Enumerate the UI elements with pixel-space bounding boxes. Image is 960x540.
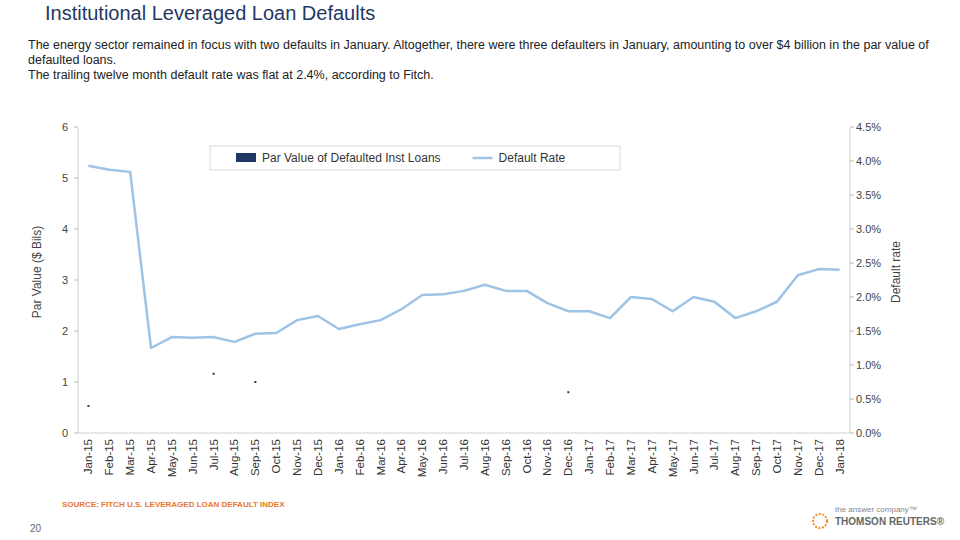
y2-tick [850,399,854,400]
legend: Par Value of Defaulted Inst Loans Default… [210,146,620,170]
source: SOURCE: FITCH U.S. LEVERAGED LOAN DEFAUL… [62,500,285,509]
x-tick-label: Jan-17 [583,439,595,474]
y2-tick [850,365,854,366]
y2-tick-label: 4.5% [856,121,881,133]
point [567,391,569,393]
x-tick-label: Feb-15 [103,439,115,475]
y-tick [74,433,78,434]
x-tick-label: Apr-15 [145,439,157,474]
x-tick-label: May-17 [667,439,679,477]
y2-tick [850,161,854,162]
y2-axis-line [850,127,851,433]
x-tick-label: Jul-16 [458,439,470,470]
legend-swatch [473,157,493,160]
x-tick-label: Dec-15 [312,439,324,476]
subtitle: The energy sector remained in focus with… [28,38,938,83]
x-tick-label: Dec-16 [562,439,574,476]
y-tick-label: 1 [62,376,68,388]
x-tick-label: May-16 [416,439,428,477]
y2-tick [850,331,854,332]
y-tick [74,331,78,332]
x-tick-label: Jul-17 [708,439,720,470]
y-tick [74,280,78,281]
x-tick-label: Dec-17 [813,439,825,476]
line-series [88,166,839,348]
point [254,381,256,383]
y-tick [74,178,78,179]
x-tick-label: Sep-17 [750,439,762,476]
y2-tick [850,195,854,196]
x-tick-label: Oct-15 [270,439,282,474]
x-tick-label: Sep-15 [249,439,261,476]
y2-tick-label: 2.0% [856,291,881,303]
page-number: 20 [30,523,42,534]
y2-tick [850,229,854,230]
y-tick [74,382,78,383]
x-tick-label: Jan-18 [834,439,846,474]
y2-tick [850,297,854,298]
x-tick-label: Jan-15 [82,439,94,474]
y-tick-label: 2 [62,325,68,337]
x-tick-label: Apr-16 [395,439,407,474]
x-tick-label: Mar-16 [375,439,387,475]
y-tick [74,127,78,128]
point [213,373,215,375]
x-tick-label: Jun-17 [688,439,700,474]
x-tick-label: Aug-16 [479,439,491,476]
x-tick-label: Feb-17 [604,439,616,475]
x-tick-label: May-15 [166,439,178,477]
legend-box [210,146,620,170]
legend-label: Par Value of Defaulted Inst Loans [262,151,441,165]
y2-tick [850,263,854,264]
x-axis-line [78,433,850,434]
x-tick-label: Nov-17 [792,439,804,476]
y2-tick-label: 2.5% [856,257,881,269]
brand-icon [813,514,827,528]
subtitle-line: The energy sector remained in focus with… [28,38,938,68]
y-axis-title: Par Value ($ Bils) [30,226,44,318]
x-tick-label: Mar-15 [124,439,136,475]
x-tick-label: Jun-16 [437,439,449,474]
x-tick-label: Jan-16 [333,439,345,474]
x-tick-label: Jul-15 [208,439,220,470]
x-tick-label: Apr-17 [646,439,658,474]
y-tick-label: 3 [62,274,68,286]
legend-swatch [236,153,256,162]
x-tick-label: Feb-16 [354,439,366,475]
brand-tagline: the answer company™ [835,505,917,514]
y-tick [74,229,78,230]
y2-tick-label: 4.0% [856,155,881,167]
plot-marks [87,166,839,407]
y2-tick-label: 1.5% [856,325,881,337]
y-tick-label: 4 [62,223,68,235]
x-tick-label: Sep-16 [500,439,512,476]
y2-tick-label: 3.0% [856,223,881,235]
chart: 0 1 2 3 4 5 6 0.0% 0.5% 1.0% 1.5% 2.0% 2.5% 3.0% 3.5% 4… [0,0,960,540]
brand: THOMSON REUTERS® [835,516,945,527]
x-tick-label: Oct-17 [771,439,783,474]
y2-tick [850,127,854,128]
title: Institutional Leveraged Loan Defaults [45,2,375,25]
point [87,405,89,407]
x-tick-label: Nov-16 [541,439,553,476]
x-tick-label: Aug-17 [729,439,741,476]
x-tick-label: Jun-15 [187,439,199,474]
y2-axis-title: Default rate [889,241,903,303]
x-tick-label: Mar-17 [625,439,637,475]
y-tick-label: 6 [62,121,68,133]
y-tick-label: 5 [62,172,68,184]
y-tick-label: 0 [62,427,68,439]
y2-tick-label: 0.0% [856,427,881,439]
y2-tick-label: 0.5% [856,393,881,405]
y2-tick [850,433,854,434]
subtitle-line: The trailing twelve month default rate w… [28,68,938,83]
x-tick-label: Aug-15 [228,439,240,476]
y2-tick-label: 1.0% [856,359,881,371]
x-tick-label: Nov-15 [291,439,303,476]
y2-tick-label: 3.5% [856,189,881,201]
x-tick-label: Oct-16 [521,439,533,474]
legend-label: Default Rate [499,151,566,165]
